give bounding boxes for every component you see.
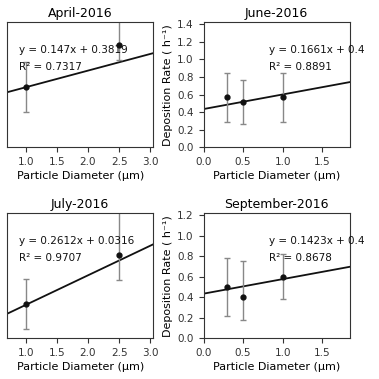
- Text: R² = 0.7317: R² = 0.7317: [19, 63, 81, 72]
- X-axis label: Particle Diameter (μm): Particle Diameter (μm): [213, 362, 340, 372]
- Text: y = 0.1423x + 0.4: y = 0.1423x + 0.4: [269, 236, 365, 246]
- X-axis label: Particle Diameter (μm): Particle Diameter (μm): [213, 171, 340, 181]
- Title: April-2016: April-2016: [48, 7, 113, 20]
- Title: September-2016: September-2016: [224, 198, 329, 211]
- Title: June-2016: June-2016: [245, 7, 309, 20]
- Y-axis label: Deposition Rate ( h⁻¹): Deposition Rate ( h⁻¹): [163, 215, 173, 337]
- Text: R² = 0.9707: R² = 0.9707: [19, 253, 81, 263]
- Text: y = 0.1661x + 0.4: y = 0.1661x + 0.4: [269, 45, 365, 55]
- X-axis label: Particle Diameter (μm): Particle Diameter (μm): [17, 171, 144, 181]
- Text: R² = 0.8678: R² = 0.8678: [269, 253, 332, 263]
- Text: y = 0.147x + 0.3819: y = 0.147x + 0.3819: [19, 45, 127, 55]
- Text: y = 0.2612x + 0.0316: y = 0.2612x + 0.0316: [19, 236, 134, 246]
- X-axis label: Particle Diameter (μm): Particle Diameter (μm): [17, 362, 144, 372]
- Text: R² = 0.8891: R² = 0.8891: [269, 63, 332, 72]
- Y-axis label: Deposition Rate ( h⁻¹): Deposition Rate ( h⁻¹): [163, 24, 173, 146]
- Title: July-2016: July-2016: [51, 198, 109, 211]
